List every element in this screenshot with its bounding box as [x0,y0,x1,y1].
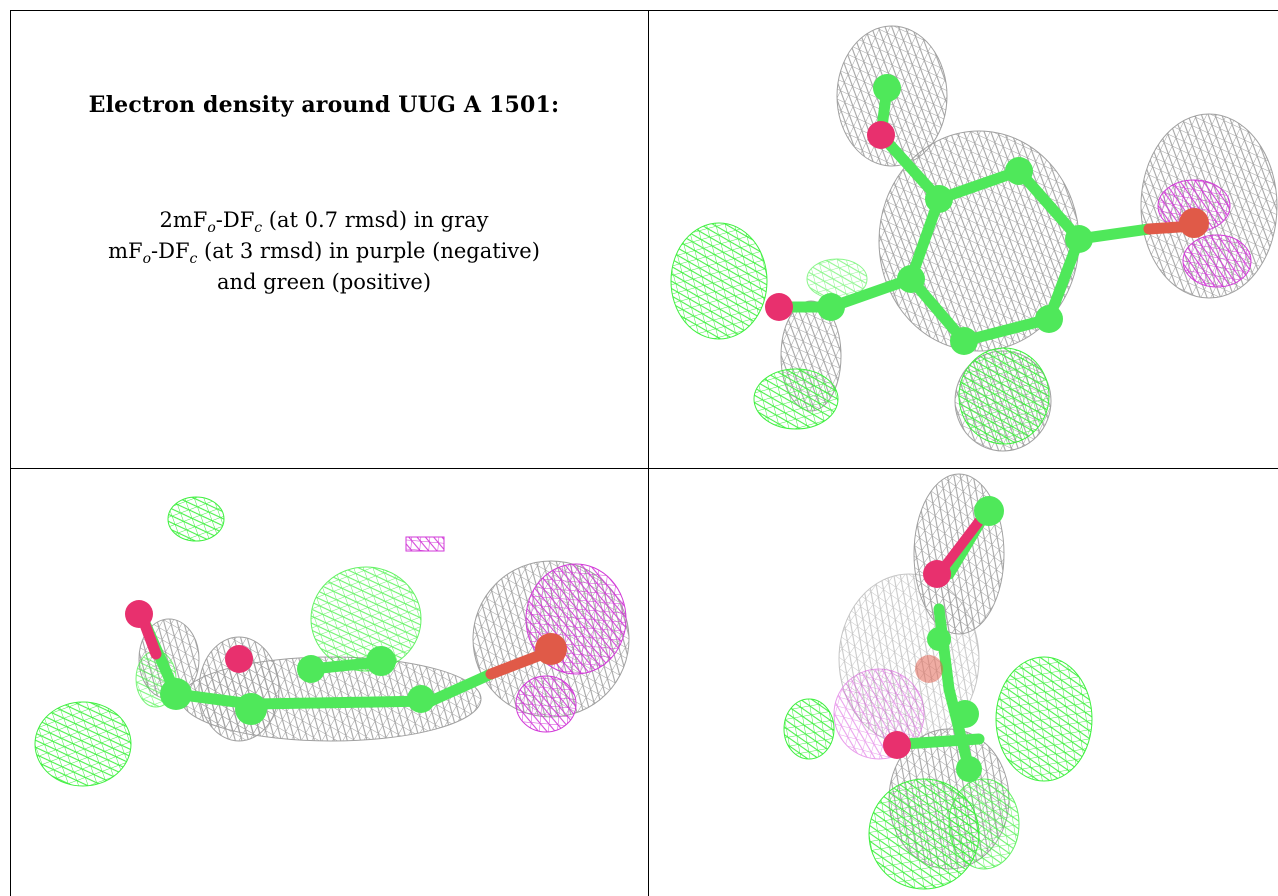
molecule-render-1 [649,11,1278,468]
oxygen-atom [225,645,253,673]
green-mesh-blob [671,223,767,339]
oxygen-atom [867,121,895,149]
green-mesh-blob [311,567,421,671]
caption-line-green: and green (positive) [11,267,648,298]
carbon-atom [817,293,845,321]
green-mesh-blob [754,369,838,429]
green-mesh-blob [996,657,1092,781]
molecule-render-2 [11,469,648,896]
green-mesh-blob [35,702,131,786]
carbon-atom [950,327,978,355]
green-mesh-blob [168,497,224,541]
purple-mesh-blob [1183,235,1251,287]
carbon-atom [1065,225,1093,253]
carbon-atom [897,265,925,293]
oxygen-atom [1179,208,1209,238]
carbon-atom [956,756,982,782]
oxygen-atom [535,633,567,665]
oxygen-atom [125,600,153,628]
carbon-atom [1005,157,1033,185]
molecule-render-3 [649,469,1278,896]
caption-cell: Electron density around UUG A 1501: 2mFo… [11,11,648,468]
carbon-atom [366,646,396,676]
oxygen-atom [883,731,911,759]
carbon-atom [927,627,951,651]
carbon-atom [1035,305,1063,333]
figure-caption: 2mFo-DFc (at 0.7 rmsd) in gray mFo-DFc (… [11,205,648,298]
caption-line-purple: mFo-DFc (at 3 rmsd) in purple (negative) [11,236,648,267]
density-view-bottom-left [11,469,648,896]
carbon-atom [297,655,325,683]
figure-title: Electron density around UUG A 1501: [11,92,648,118]
carbon-atom [951,700,979,728]
carbon-atom [974,496,1004,526]
carbon-atom [160,678,192,710]
density-view-top-right [649,11,1278,468]
green-mesh-blob [959,348,1049,444]
oxygen-atom [923,560,951,588]
carbon-atom [407,685,435,713]
oxygen-atom [765,293,793,321]
carbon-atom [925,185,953,213]
purple-mesh-fragment [406,537,444,551]
green-mesh-blob [784,699,834,759]
purple-mesh-blob [516,676,576,732]
carbon-atom [873,74,901,102]
green-mesh-blob [949,779,1019,869]
oxygen-atom [915,655,943,683]
density-view-bottom-right [649,469,1278,896]
carbon-atom [235,693,267,725]
caption-line-gray: 2mFo-DFc (at 0.7 rmsd) in gray [11,205,648,236]
